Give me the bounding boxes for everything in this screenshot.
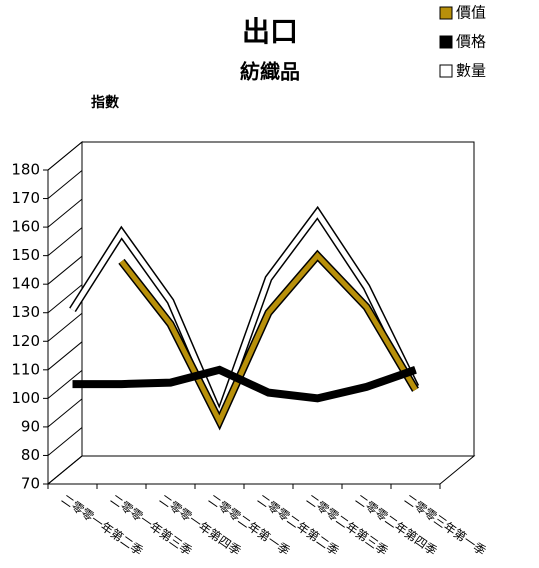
y-tick-label: 100 (11, 389, 40, 407)
x-tick-label: 二零零一年第四季 (157, 492, 244, 559)
line (70, 208, 418, 423)
side-grid (47, 227, 83, 257)
side-grid (47, 427, 83, 456)
chart-title: 出口 (242, 15, 298, 48)
legend-swatch (439, 64, 453, 78)
legend-swatch (439, 6, 453, 20)
x-tick-label: 二零零二年第二季 (255, 492, 342, 559)
line (72, 367, 417, 401)
floor (46, 455, 476, 485)
y-tick-label: 70 (21, 475, 40, 493)
x-tick-label: 二零零三年第一季 (402, 492, 489, 559)
side-grid (47, 170, 83, 199)
chart-subtitle: 紡織品 (240, 60, 300, 84)
legend-label: 價格 (456, 33, 486, 51)
x-tick-label: 二零零二年第四季 (353, 492, 440, 559)
legend-label: 數量 (456, 62, 486, 80)
side-grid (47, 255, 83, 285)
side-grid (47, 341, 83, 371)
y-tick-label: 170 (11, 189, 40, 207)
y-tick-label: 90 (21, 417, 40, 435)
y-tick-label: 180 (11, 161, 40, 179)
side-grid (47, 398, 83, 428)
x-tick-label: 二零零一年第三季 (108, 492, 195, 559)
x-tick-label: 二零零二年第三季 (304, 492, 391, 559)
legend-swatch (439, 35, 453, 49)
side-grid (47, 369, 83, 399)
legend-label: 價值 (456, 4, 486, 22)
y-tick-label: 120 (11, 332, 40, 350)
y-tick-label: 150 (11, 246, 40, 264)
x-tick-label: 二零零一年第二季 (59, 492, 146, 559)
side-grid (47, 312, 83, 342)
line (119, 251, 418, 427)
y-tick-label: 130 (11, 303, 40, 321)
y-tick-label: 110 (11, 360, 40, 378)
side-grid (47, 284, 83, 314)
side-grid (47, 455, 83, 485)
side-grid (47, 141, 83, 171)
y-tick-label: 80 (21, 446, 40, 464)
y-tick-label: 160 (11, 218, 40, 236)
x-tick-label: 二零零二年第一季 (206, 492, 293, 559)
y-axis-label: 指數 (91, 94, 119, 111)
side-wall (47, 140, 83, 486)
y-tick-label: 140 (11, 275, 40, 293)
side-grid (47, 198, 83, 228)
